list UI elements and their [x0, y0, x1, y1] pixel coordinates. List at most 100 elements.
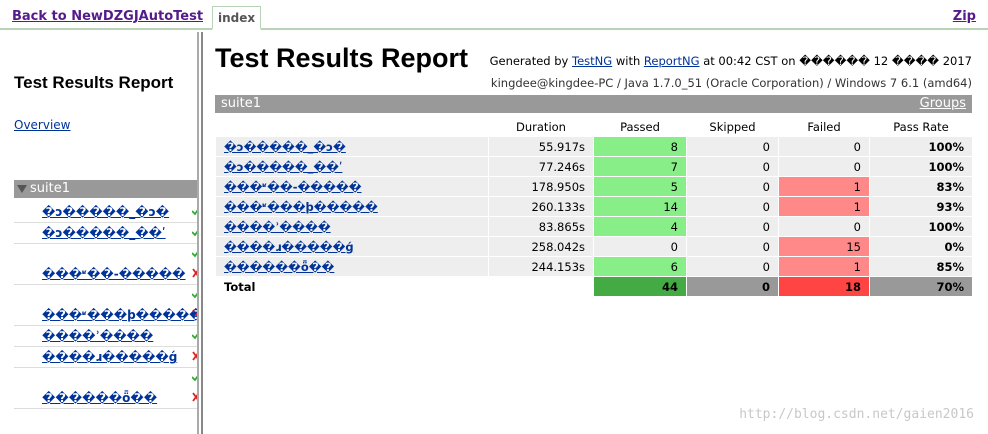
groups-link[interactable]: Groups [919, 96, 966, 111]
total-row: Total 44 0 18 70% [215, 276, 973, 297]
passed-count: 6 [593, 256, 687, 277]
cross-mark [192, 392, 197, 402]
column-header: Passed [593, 116, 687, 137]
fail-icon [192, 264, 197, 284]
text: with [615, 54, 641, 68]
result-row: ����ʾ���� 83.865s 4 0 0 100% [215, 216, 973, 237]
testng-link[interactable]: TestNG [572, 54, 613, 68]
failed-count: 0 [778, 136, 870, 157]
collapse-icon [17, 184, 27, 193]
total-failed: 18 [778, 276, 870, 297]
test-item: �ͻ�����_�ͻ� [14, 202, 197, 223]
environment: kingdee@kingdee-PC / Java 1.7.0_51 (Orac… [490, 76, 972, 90]
duration: 77.246s [488, 156, 594, 177]
test-link[interactable]: ����ɹ�����ǵ [224, 239, 354, 254]
status-icons [191, 368, 197, 408]
test-link[interactable]: ������ȫ�� [42, 391, 158, 405]
pass-rate: 100% [869, 216, 973, 237]
pass-icon [191, 326, 197, 346]
test-link[interactable]: ����ʾ���� [42, 329, 154, 343]
column-header: Pass Rate [869, 116, 973, 137]
skipped-count: 0 [686, 216, 779, 237]
empty-cell [488, 276, 594, 297]
divider [197, 32, 203, 434]
suite-bar: suite1 Groups [215, 95, 972, 113]
duration: 178.950s [488, 176, 594, 197]
total-pass-rate: 70% [869, 276, 973, 297]
duration: 83.865s [488, 216, 594, 237]
text: Generated by [489, 54, 569, 68]
test-link[interactable]: ���ʶ���ϸ����� [42, 308, 197, 322]
cross-mark [192, 309, 197, 319]
top-bar: Back to NewDZGJAutoTest index Zip [0, 0, 988, 30]
column-header: Skipped [686, 116, 779, 137]
test-item: ����ʾ���� [14, 326, 197, 347]
back-link[interactable]: Back to NewDZGJAutoTest [12, 9, 204, 24]
result-row: ���ʶ��-����� 178.950s 5 0 1 83% [215, 176, 973, 197]
overview-link[interactable]: Overview [14, 118, 71, 132]
test-link[interactable]: ������ȫ�� [224, 259, 335, 274]
test-link[interactable]: �ͻ�����_��ʹ [224, 159, 343, 174]
zip-link[interactable]: Zip [952, 9, 976, 24]
passed-count: 0 [593, 236, 687, 257]
result-row: ����ɹ�����ǵ 258.042s 0 0 15 0% [215, 236, 973, 257]
pass-icon [191, 285, 197, 305]
sidebar: Test Results Report Overview suite1 �ͻ��… [0, 32, 197, 434]
check-mark [191, 375, 197, 382]
test-link[interactable]: ���ʶ��-����� [42, 267, 186, 281]
pass-rate: 100% [869, 156, 973, 177]
column-header: Duration [488, 116, 594, 137]
reportng-link[interactable]: ReportNG [643, 54, 700, 68]
fail-icon [192, 347, 197, 367]
status-icons [191, 326, 197, 346]
failed-count: 0 [778, 156, 870, 177]
passed-count: 8 [593, 136, 687, 157]
suite-header[interactable]: suite1 [14, 180, 197, 198]
test-item: ���ʶ���ϸ����� [14, 285, 197, 326]
passed-count: 14 [593, 196, 687, 217]
table-body: �ͻ�����_�ͻ� 55.917s 8 0 0 100% �ͻ�����_��ʹ 77.2… [215, 136, 973, 297]
test-link[interactable]: �ͻ�����_�ͻ� [42, 205, 170, 219]
pass-rate: 83% [869, 176, 973, 197]
test-item: ����ɹ�����ǵ [14, 347, 197, 368]
check-mark [191, 333, 197, 340]
failed-count: 15 [778, 236, 870, 257]
test-link[interactable]: ����ʾ���� [224, 219, 331, 234]
watermark: http://blog.csdn.net/gaien2016 [739, 407, 974, 422]
test-name-cell: ������ȫ�� [215, 256, 489, 277]
test-link[interactable]: ����ɹ�����ǵ [42, 350, 178, 364]
results-table: Duration Passed Skipped Failed Pass Rate �ͻ�… [215, 116, 973, 297]
test-link[interactable]: �ͻ�����_�ͻ� [224, 139, 346, 154]
test-item: ������ȫ�� [14, 368, 197, 409]
skipped-count: 0 [686, 236, 779, 257]
check-mark [191, 209, 197, 216]
duration: 258.042s [488, 236, 594, 257]
test-link[interactable]: �ͻ�����_��ʹ [42, 226, 166, 240]
result-row: ������ȫ�� 244.153s 6 0 1 85% [215, 256, 973, 277]
test-name-cell: ���ʶ���ϸ����� [215, 196, 489, 217]
failed-count: 0 [778, 216, 870, 237]
test-link[interactable]: ���ʶ���ϸ����� [224, 199, 378, 214]
pass-icon [191, 223, 197, 243]
test-name-cell: �ͻ�����_�ͻ� [215, 136, 489, 157]
column-header: Failed [778, 116, 870, 137]
failed-count: 1 [778, 176, 870, 197]
generated-info: Generated by TestNG with ReportNG at 00:… [490, 54, 972, 68]
test-name-cell: ����ɹ�����ǵ [215, 236, 489, 257]
check-mark [191, 292, 197, 299]
skipped-count: 0 [686, 196, 779, 217]
pass-icon [191, 368, 197, 388]
test-link[interactable]: ���ʶ��-����� [224, 179, 362, 194]
cross-mark [192, 351, 197, 361]
duration: 244.153s [488, 256, 594, 277]
suite-name: suite1 [221, 96, 261, 111]
header-cell [215, 116, 489, 137]
status-icons [191, 223, 197, 243]
total-skipped: 0 [686, 276, 779, 297]
skipped-count: 0 [686, 176, 779, 197]
total-passed: 44 [593, 276, 687, 297]
test-name-cell: ���ʶ��-����� [215, 176, 489, 197]
failed-count: 1 [778, 196, 870, 217]
tab[interactable]: index [212, 6, 262, 30]
